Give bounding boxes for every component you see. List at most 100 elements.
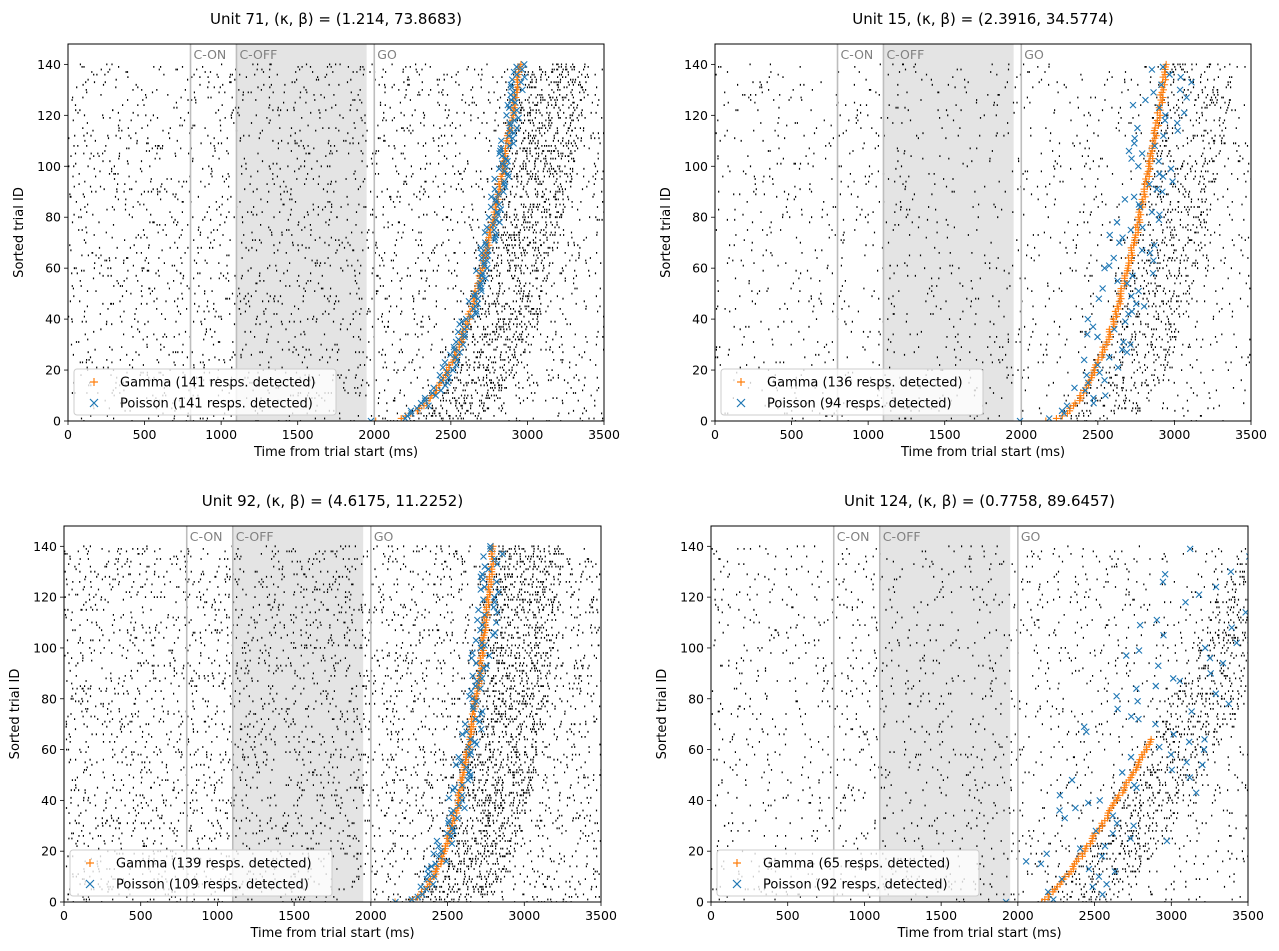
response-marker bbox=[466, 774, 474, 781]
response-marker bbox=[519, 86, 526, 94]
response-marker bbox=[1096, 369, 1103, 376]
response-marker bbox=[473, 616, 481, 624]
response-marker bbox=[1083, 842, 1091, 850]
response-marker bbox=[492, 195, 499, 203]
response-marker bbox=[437, 376, 445, 384]
response-marker bbox=[1127, 753, 1135, 761]
response-marker bbox=[1155, 743, 1163, 751]
response-marker bbox=[392, 898, 399, 902]
response-marker bbox=[1127, 341, 1134, 348]
response-marker bbox=[459, 730, 466, 738]
response-marker bbox=[1114, 277, 1121, 285]
response-marker bbox=[505, 173, 512, 180]
response-marker bbox=[491, 629, 499, 637]
y-tick-label: 100 bbox=[37, 159, 61, 174]
response-marker bbox=[1130, 781, 1138, 789]
response-marker bbox=[476, 282, 484, 290]
x-tick-label: 2500 bbox=[1079, 908, 1111, 923]
response-marker bbox=[445, 361, 453, 369]
response-marker bbox=[1228, 624, 1236, 632]
response-marker bbox=[1127, 713, 1135, 720]
response-marker bbox=[1169, 178, 1176, 185]
response-marker bbox=[1183, 758, 1190, 766]
response-marker bbox=[481, 262, 488, 270]
y-tick-label: 40 bbox=[688, 793, 704, 808]
response-marker bbox=[469, 649, 476, 657]
response-marker bbox=[451, 346, 458, 354]
response-marker bbox=[505, 132, 513, 140]
subplot-1: C-ON C-OFF GO 0 500 1000 1500 2000 2500 3000 3500 0… bbox=[12, 10, 620, 460]
response-marker bbox=[1195, 591, 1203, 598]
response-marker bbox=[1114, 364, 1122, 371]
response-marker bbox=[473, 697, 480, 705]
response-marker bbox=[1201, 736, 1208, 743]
response-marker bbox=[1099, 343, 1107, 351]
response-marker bbox=[425, 402, 432, 410]
axes-frame bbox=[714, 43, 1252, 422]
response-marker bbox=[1167, 751, 1175, 759]
response-marker bbox=[521, 73, 528, 81]
response-marker bbox=[1149, 269, 1157, 277]
response-marker bbox=[482, 274, 490, 282]
response-marker bbox=[1166, 71, 1173, 78]
gamma-markers bbox=[1038, 735, 1155, 902]
response-marker bbox=[452, 761, 460, 769]
response-marker bbox=[1089, 883, 1097, 891]
event-label-go: GO bbox=[377, 47, 397, 62]
response-marker bbox=[430, 384, 438, 392]
response-marker bbox=[478, 675, 486, 682]
response-marker bbox=[1071, 399, 1079, 407]
x-axis-label: Time from trial start (ms) bbox=[896, 926, 1061, 941]
response-marker bbox=[453, 814, 461, 822]
response-marker bbox=[1089, 323, 1097, 331]
response-marker bbox=[504, 170, 512, 178]
chart-title: Unit 92, (κ, β) = (4.6175, 11.2252) bbox=[202, 492, 463, 510]
event-label-c-off: C-OFF bbox=[886, 47, 924, 62]
response-marker bbox=[497, 206, 505, 213]
response-marker bbox=[1002, 898, 1010, 902]
response-marker bbox=[480, 553, 487, 560]
event-label-c-on: C-ON bbox=[194, 47, 227, 62]
chart-title: Unit 71, (κ, β) = (1.214, 73.8683) bbox=[210, 10, 462, 28]
response-marker bbox=[461, 331, 468, 338]
response-marker bbox=[1111, 868, 1119, 875]
gamma-markers bbox=[1042, 60, 1170, 421]
response-marker bbox=[449, 366, 457, 374]
response-marker bbox=[1186, 774, 1194, 781]
response-marker bbox=[444, 819, 452, 827]
response-marker bbox=[1153, 616, 1161, 624]
y-tick-label: 140 bbox=[684, 57, 708, 72]
response-marker bbox=[1188, 78, 1195, 86]
response-marker bbox=[1274, 607, 1279, 613]
response-marker bbox=[445, 374, 453, 382]
response-marker bbox=[478, 639, 486, 647]
response-marker bbox=[476, 626, 484, 634]
response-marker bbox=[491, 236, 499, 244]
y-axis-label: Sorted trial ID bbox=[12, 187, 27, 278]
response-marker bbox=[507, 81, 515, 89]
response-marker bbox=[473, 677, 481, 685]
x-tick-label: 1000 bbox=[849, 908, 881, 923]
response-marker bbox=[417, 883, 425, 891]
response-marker bbox=[1105, 262, 1113, 270]
response-marker bbox=[467, 313, 475, 320]
x-tick-label: 3500 bbox=[1235, 427, 1267, 442]
response-marker bbox=[1135, 287, 1142, 295]
response-marker bbox=[1207, 669, 1215, 677]
legend-box bbox=[69, 849, 333, 897]
response-marker bbox=[469, 672, 477, 680]
response-marker bbox=[391, 898, 399, 902]
response-marker bbox=[1084, 315, 1092, 323]
response-marker bbox=[436, 371, 444, 379]
response-marker bbox=[1201, 644, 1209, 652]
response-marker bbox=[1261, 614, 1267, 620]
x-axis-label: Time from trial start (ms) bbox=[249, 926, 414, 941]
response-marker bbox=[1101, 392, 1109, 399]
response-marker bbox=[1045, 415, 1053, 421]
response-marker bbox=[1173, 119, 1181, 127]
x-tick-label: 500 bbox=[776, 908, 800, 923]
response-marker bbox=[422, 885, 430, 893]
response-marker bbox=[439, 364, 447, 371]
response-marker bbox=[1146, 180, 1153, 188]
